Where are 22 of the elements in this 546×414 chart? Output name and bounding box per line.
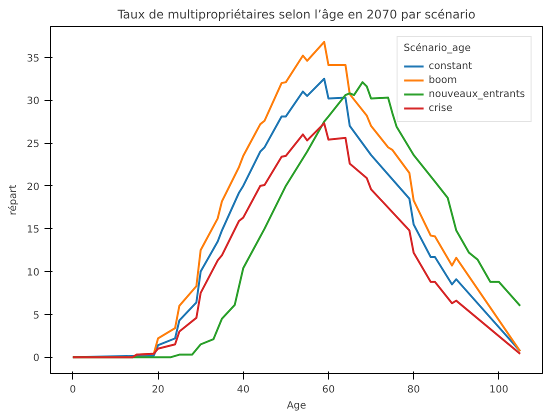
- x-tick-label: 60: [322, 384, 335, 396]
- x-tick-label: 80: [407, 384, 420, 396]
- y-tick-label: 20: [26, 182, 40, 193]
- y-tick-label: 35: [26, 53, 40, 64]
- x-tick-label: 20: [152, 384, 164, 396]
- y-tick-label: 15: [26, 224, 40, 236]
- y-tick-label: 0: [33, 353, 40, 364]
- y-tick-label: 30: [26, 96, 40, 108]
- legend-label: crise: [428, 102, 452, 115]
- legend-title: Scénario_age: [404, 43, 472, 54]
- x-tick-label: 0: [70, 384, 76, 396]
- y-axis-title: répart: [8, 184, 19, 216]
- chart-title: Taux de multipropriétaires selon l’âge en 2070 par scénario: [116, 8, 476, 22]
- legend-label: constant: [428, 60, 472, 73]
- x-tick-label: 100: [489, 384, 508, 396]
- legend-label: nouveaux_entrants: [428, 88, 525, 101]
- legend-label: boom: [428, 74, 457, 87]
- x-tick-label: 40: [236, 384, 250, 396]
- y-tick-label: 5: [33, 310, 40, 322]
- y-tick-label: 25: [26, 139, 40, 150]
- x-axis-title: Age: [286, 400, 306, 412]
- y-tick-label: 10: [26, 268, 40, 279]
